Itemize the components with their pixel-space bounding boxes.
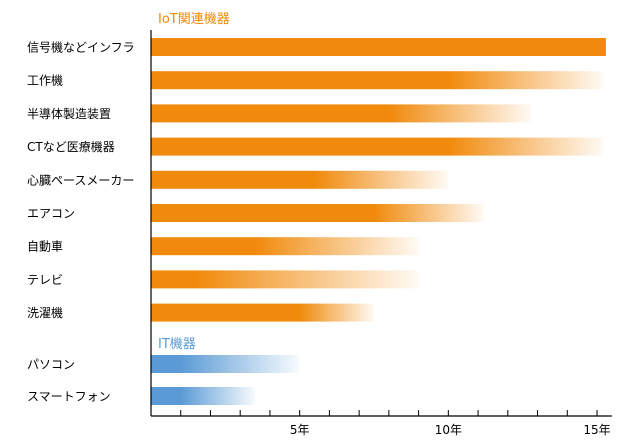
category-label: エアコン bbox=[27, 207, 75, 221]
category-label: CTなど医療機器 bbox=[27, 139, 115, 154]
bar bbox=[151, 204, 485, 222]
bars bbox=[151, 38, 606, 405]
bar bbox=[151, 71, 603, 90]
category-label: テレビ bbox=[27, 273, 63, 287]
x-tick-label: 15年 bbox=[583, 423, 610, 437]
bar bbox=[151, 38, 606, 56]
bar bbox=[151, 270, 419, 289]
x-tick-label: 5年 bbox=[290, 423, 310, 437]
bar bbox=[151, 387, 256, 405]
category-label: 工作機 bbox=[27, 73, 63, 88]
category-label: パソコン bbox=[27, 358, 75, 372]
category-label: 洗濯機 bbox=[27, 305, 63, 320]
bar bbox=[151, 137, 603, 156]
bar bbox=[151, 237, 419, 256]
group-label: IoT関連機器 bbox=[158, 12, 230, 27]
group-labels: IoT関連機器 IT機器 bbox=[158, 12, 230, 352]
x-tick-label: 10年 bbox=[435, 423, 462, 437]
bar bbox=[151, 104, 532, 123]
category-label: 自動車 bbox=[27, 240, 63, 254]
bar bbox=[151, 355, 300, 373]
category-label: 半導体製造装置 bbox=[27, 107, 111, 121]
x-axis: 5年 10年 15年 bbox=[150, 30, 612, 437]
bar bbox=[151, 303, 374, 322]
category-label: 信号機などインフラ bbox=[27, 40, 135, 55]
category-label: 心臓ペースメーカー bbox=[27, 173, 134, 187]
category-label: スマートフォン bbox=[27, 390, 111, 404]
group-label: IT機器 bbox=[158, 337, 196, 352]
bar bbox=[151, 170, 449, 189]
